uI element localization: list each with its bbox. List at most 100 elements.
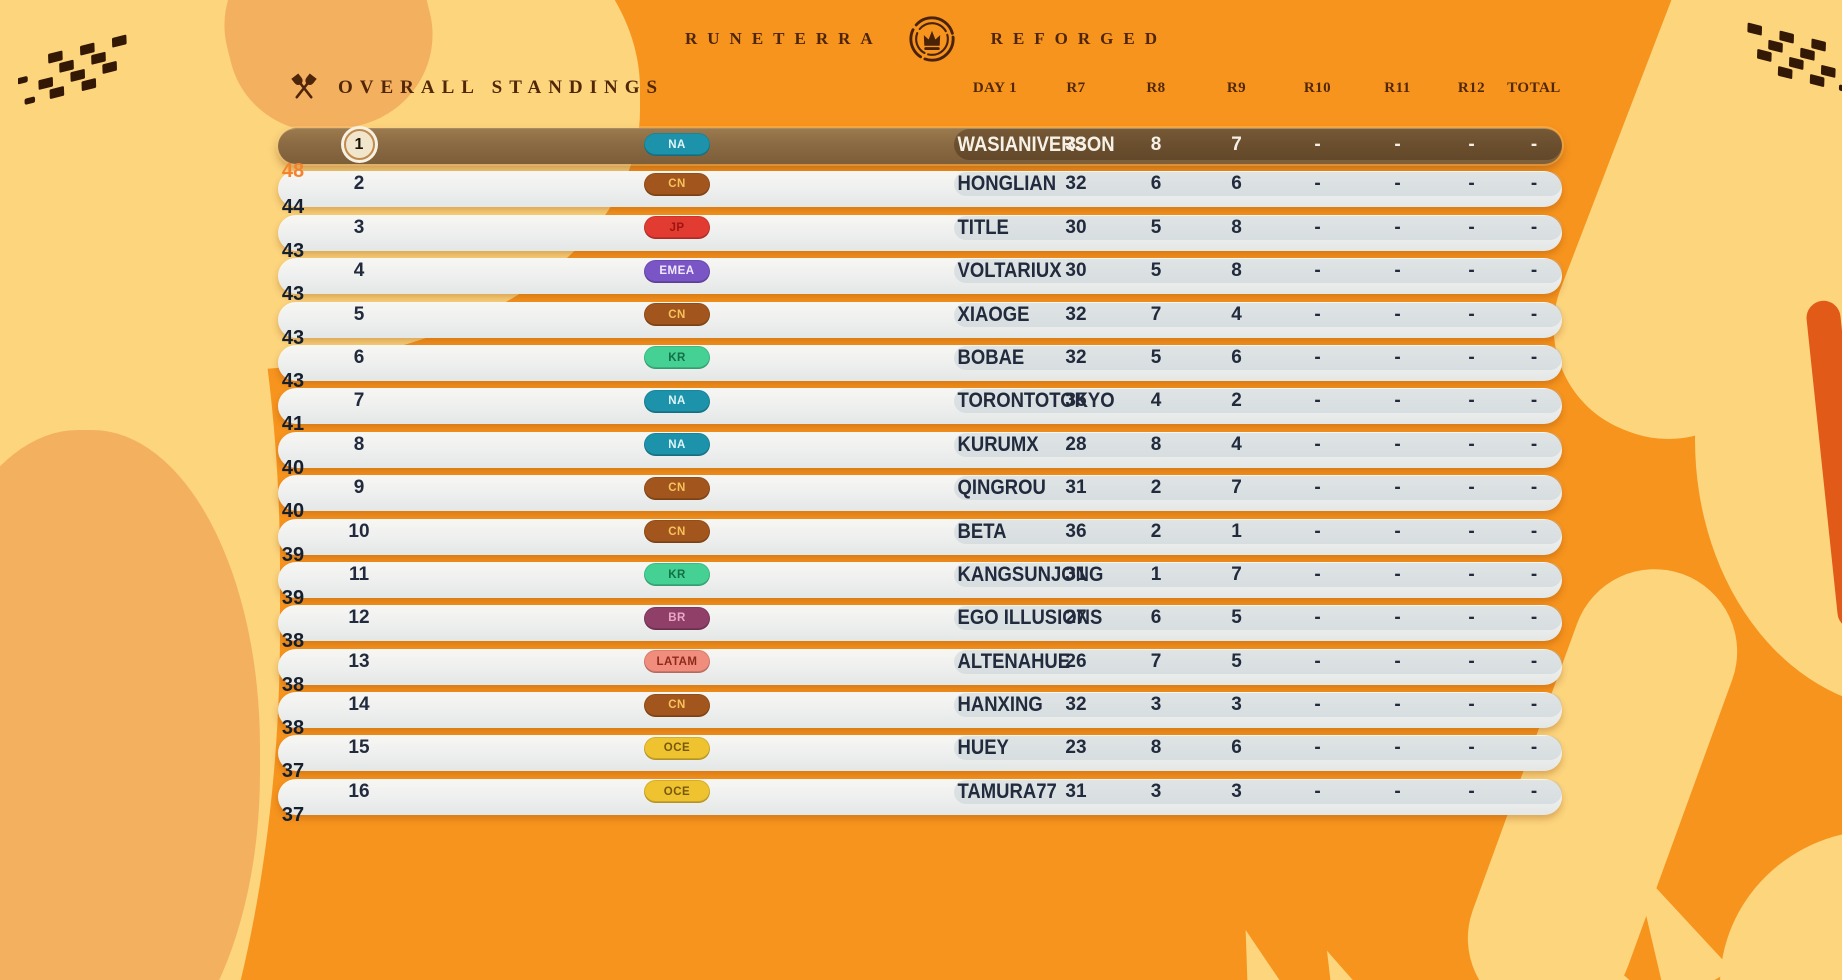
player-name: EGO ILLUSIONS [957,606,1103,630]
score-pill-background [954,259,1562,284]
rank-number: 2 [353,173,365,195]
score-pill-background [954,649,1562,674]
score-cell-r8: 8 [1231,260,1242,282]
rank-number: 14 [348,694,370,716]
rank-number: 7 [353,390,365,412]
score-cell-day1: 35 [1065,390,1087,412]
standings-rows: 1 NA WASIANIVERSON 33 8 7 - - - - 48 2 C… [278,128,1562,826]
player-name: VOLTARIUX [957,259,1062,283]
region-badge: OCE [644,780,710,804]
total-cell: 38 [281,673,305,696]
player-name: KURUMX [957,432,1039,456]
total-cell: 38 [281,717,305,740]
column-header-r10: R10 [1303,79,1332,96]
score-pill-background [954,389,1562,414]
player-name: BETA [957,519,1007,543]
player-name: KANGSUNJONG [957,562,1104,586]
score-cell-r7: 7 [1150,650,1162,672]
score-cell-r8: 4 [1231,303,1242,325]
standings-row: 12 BR EGO ILLUSIONS 27 6 5 - - - - 38 [278,605,1562,652]
score-cell-r10: - [1394,173,1401,195]
score-cell-r10: - [1394,346,1401,368]
rank-number: 10 [348,520,370,542]
player-name: TORONTOTOKYO [957,389,1115,413]
region-badge: CN [644,476,710,500]
score-pill-background [954,562,1562,587]
score-cell-r9: - [1314,173,1321,195]
column-header-r9: R9 [1226,79,1247,96]
player-name: HONGLIAN [957,172,1057,196]
flame-spike [1309,943,1372,980]
standings-board: OVERALL STANDINGS DAY 1 R7 R8 R9 R10 R11… [278,66,1562,826]
score-cell-day1: 28 [1065,433,1087,455]
standings-row: 6 KR BOBAE 32 5 6 - - - - 43 [278,344,1562,392]
score-cell-r12: - [1530,390,1538,412]
total-cell: 48 [281,160,305,182]
score-pill-background [954,129,1562,160]
standings-row: 9 CN QINGROU 31 2 7 - - - - 40 [278,475,1562,522]
score-cell-r12: - [1530,346,1538,368]
region-badge: JP [644,216,710,240]
score-cell-r11: - [1468,216,1475,238]
score-cell-r11: - [1468,260,1475,282]
score-cell-r12: - [1530,650,1538,672]
score-cell-r8: 6 [1231,346,1242,368]
player-name: TITLE [957,215,1009,239]
region-badge: CN [644,520,710,544]
score-cell-r12: - [1530,780,1538,802]
score-pill-background [954,302,1562,327]
score-cell-r7: 8 [1150,737,1162,759]
score-cell-r7: 2 [1150,477,1162,499]
score-pill-background [954,172,1562,197]
brand-left: RUNETERRA [684,29,883,48]
total-cell: 40 [281,500,305,523]
score-cell-r9: - [1314,477,1321,499]
score-cell-r8: 6 [1231,737,1242,759]
score-pill-background [954,736,1562,761]
score-cell-day1: 26 [1065,650,1087,672]
score-cell-r10: - [1394,216,1401,238]
score-cell-r11: - [1468,477,1475,499]
rank-number: 1 [343,129,375,160]
score-cell-r8: 6 [1231,173,1242,195]
board-header: OVERALL STANDINGS DAY 1 R7 R8 R9 R10 R11… [278,66,1562,110]
standings-row: 2 CN HONGLIAN 32 6 6 - - - - 44 [278,171,1562,218]
player-name: WASIANIVERSON [957,132,1115,156]
total-cell: 44 [281,196,305,219]
score-cell-r12: - [1530,260,1538,282]
rank-number: 3 [353,216,365,238]
brand-header: RUNETERRA REFORGED [0,14,1842,64]
total-cell: 43 [281,239,305,262]
score-cell-r9: - [1314,780,1321,802]
total-cell: 39 [281,586,305,609]
total-cell: 38 [281,630,305,653]
player-name: TAMURA77 [957,779,1057,803]
score-pill-background [954,779,1562,804]
score-cell-r10: - [1394,390,1401,412]
page-title: OVERALL STANDINGS [338,77,665,98]
region-badge: OCE [644,736,710,760]
score-cell-r12: - [1530,173,1538,195]
score-cell-r10: - [1394,607,1401,629]
score-cell-day1: 30 [1065,216,1087,238]
score-cell-r11: - [1468,607,1475,629]
score-cell-r11: - [1468,346,1475,368]
standings-row: 8 NA KURUMX 28 8 4 - - - - 40 [278,431,1562,479]
score-cell-r8: 5 [1231,650,1242,672]
rank-number: 12 [348,607,370,629]
score-cell-r12: - [1530,563,1538,585]
region-badge: EMEA [644,259,710,283]
score-cell-day1: 32 [1065,694,1087,716]
score-pill-background [954,519,1562,544]
score-cell-day1: 31 [1065,477,1087,499]
column-header-r7: R7 [1066,79,1086,96]
score-cell-r9: - [1314,260,1321,282]
score-cell-r9: - [1314,216,1321,238]
score-pill-background [954,215,1562,240]
score-cell-r9: - [1314,737,1321,759]
score-cell-r7: 1 [1150,563,1162,585]
standings-row: 1 NA WASIANIVERSON 33 8 7 - - - - 48 [278,128,1562,182]
score-cell-r9: - [1314,694,1321,716]
total-cell: 43 [281,283,305,306]
score-cell-r8: 3 [1231,694,1242,716]
